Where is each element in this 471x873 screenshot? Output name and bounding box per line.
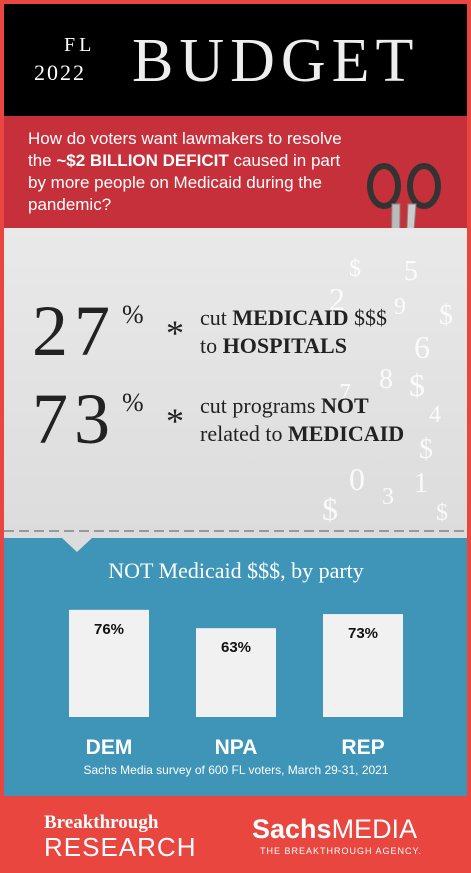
brand: SachsMEDIA <box>252 814 417 845</box>
results-panel: $5 2 9 $6 7 8 $4 $0 3 1 $ $ 27% * cut MEDICAID $$$ to … <box>4 228 467 538</box>
percent-value: 27 <box>32 291 116 371</box>
label-part: NOT <box>320 393 369 418</box>
state: FL <box>64 34 96 56</box>
brand-light: MEDIA <box>331 814 418 844</box>
category-label: REP <box>341 736 384 759</box>
glyph: $ <box>322 491 338 527</box>
year: 2022 <box>34 60 86 85</box>
dashed-line <box>4 530 467 532</box>
glyph: 9 <box>394 294 406 320</box>
label-part: $$$ <box>348 305 388 330</box>
glyph: $ <box>439 300 453 331</box>
bullet: * <box>166 313 184 353</box>
footer: Breakthrough RESEARCH SachsMEDIA THE BRE… <box>4 796 467 869</box>
chart-panel: NOT Medicaid $$$, by party Sachs Media s… <box>4 538 467 796</box>
result-label: related to MEDICAID <box>200 420 404 448</box>
header: FL 2022 BUDGET <box>4 4 467 116</box>
question-highlight: ~$2 BILLION DEFICIT <box>56 151 229 170</box>
glyph: 1 <box>414 468 428 499</box>
glyph: $ <box>436 500 448 526</box>
glyph: 4 <box>429 402 441 428</box>
question: How do voters want lawmakers to resolve … <box>28 128 348 216</box>
label-part: to <box>200 333 223 358</box>
value-label: 63% <box>221 639 251 656</box>
brand: Breakthrough <box>44 812 159 833</box>
label-part: MEDICAID <box>287 421 405 446</box>
chart: NOT Medicaid $$$, by party Sachs Media s… <box>62 538 403 777</box>
label-part: cut <box>200 305 233 330</box>
question-text: caused in part by more people on Medicai… <box>28 151 341 214</box>
percent-value: 73 <box>32 379 116 459</box>
category-label: NPA <box>215 736 258 759</box>
result-label: to HOSPITALS <box>200 332 347 360</box>
tagline: THE BREAKTHROUGH AGENCY. <box>260 846 422 856</box>
percent-unit: % <box>122 388 144 417</box>
label-part: cut programs <box>200 393 321 418</box>
result-label: cut programs NOT <box>200 392 369 420</box>
glyph: 5 <box>404 256 418 287</box>
value-label: 76% <box>94 621 124 638</box>
label-part: HOSPITALS <box>222 333 347 358</box>
category-label: DEM <box>86 736 133 759</box>
glyph: 2 <box>329 281 345 317</box>
result-label: cut MEDICAID $$$ <box>200 304 387 332</box>
source: Sachs Media survey of 600 FL voters, Mar… <box>83 763 388 777</box>
question-band: How do voters want lawmakers to resolve … <box>4 116 467 397</box>
glyph: 6 <box>414 329 430 365</box>
chart-title: NOT Medicaid $$$, by party <box>108 558 364 583</box>
glyph: 8 <box>379 364 393 395</box>
glyph: $ <box>349 256 361 282</box>
glyph: $ <box>419 434 433 465</box>
value-label: 73% <box>348 625 378 642</box>
brand-bold: Sachs <box>252 814 332 844</box>
bar <box>323 614 403 717</box>
label-part: MEDICAID <box>232 305 349 330</box>
glyph: 0 <box>349 461 365 497</box>
bullet: * <box>166 401 184 441</box>
glyph: 3 <box>382 484 394 510</box>
glyph-layer: $52 9 $67 8 $4$0 3 1$ $ <box>322 256 453 527</box>
bar <box>196 628 276 717</box>
brand: RESEARCH <box>44 832 197 862</box>
glyph: $ <box>409 367 425 403</box>
label-part: related to <box>200 421 288 446</box>
title: BUDGET <box>132 27 420 95</box>
glyph: 7 <box>339 380 351 406</box>
question-text: How do voters want lawmakers to resolve … <box>28 129 342 170</box>
bar <box>69 609 149 717</box>
percent-unit: % <box>122 300 144 329</box>
